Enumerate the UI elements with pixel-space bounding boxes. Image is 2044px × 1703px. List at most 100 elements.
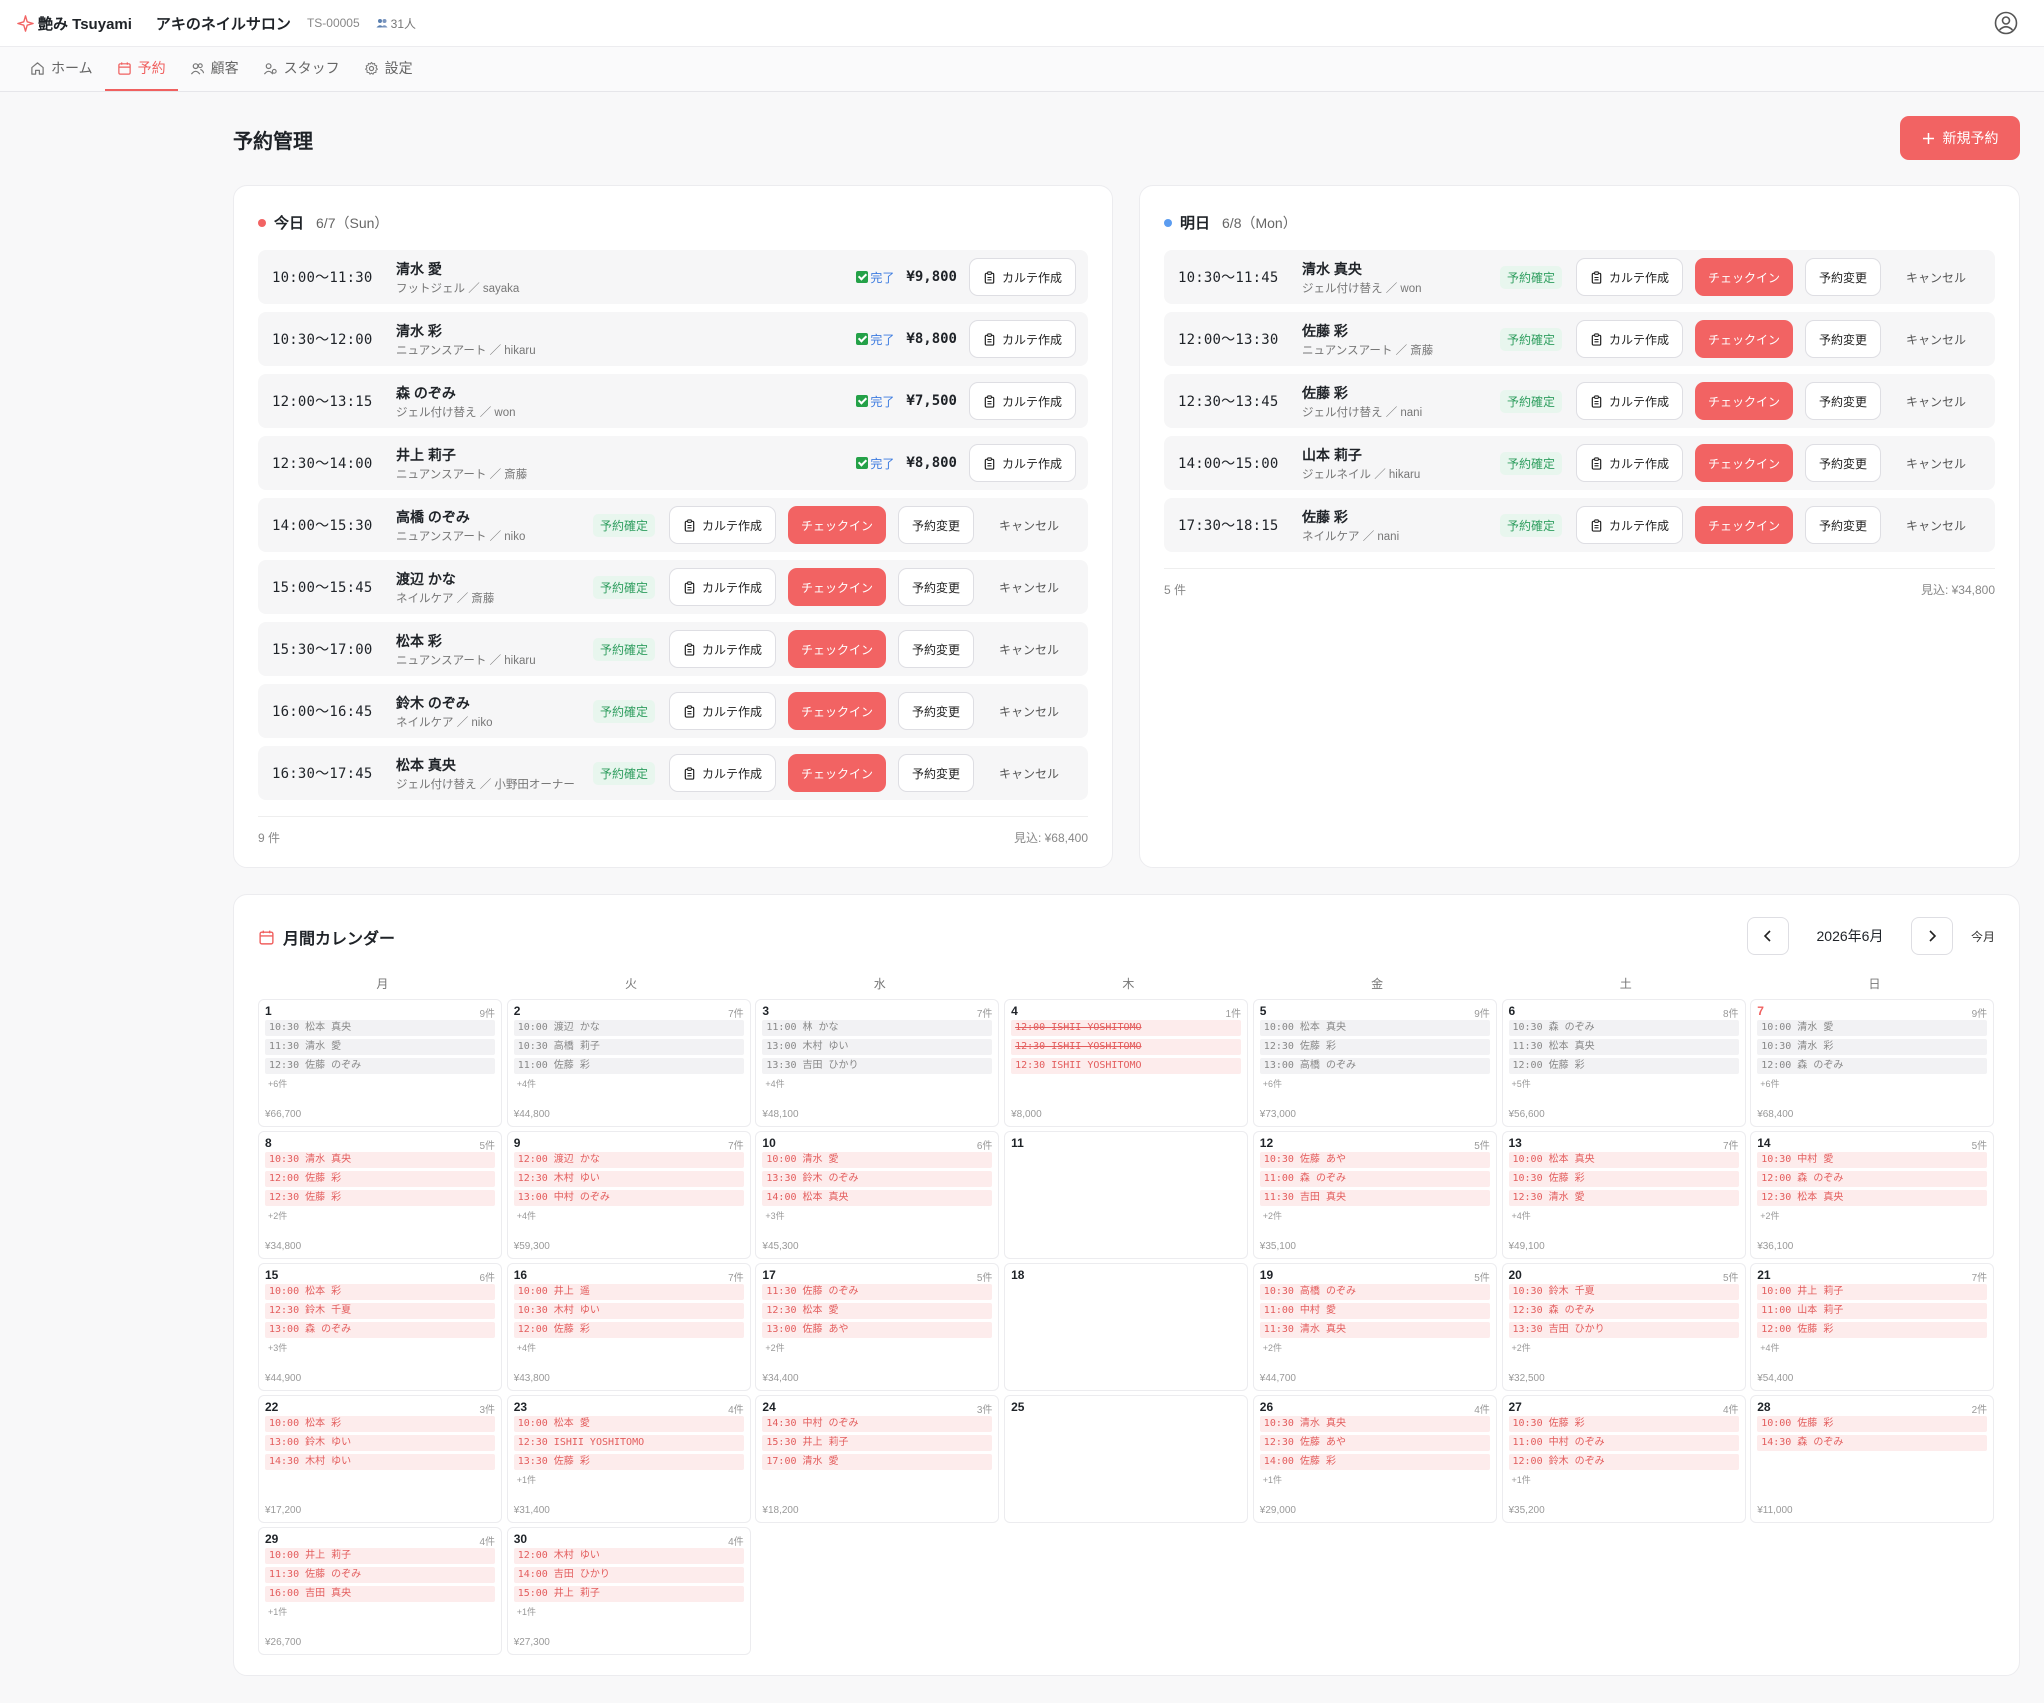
new-reservation-button[interactable]: 新規予約 — [1900, 116, 2020, 160]
cancel-reservation-button[interactable]: キャンセル — [982, 568, 1076, 606]
more-events[interactable]: +1件 — [1511, 1475, 1531, 1485]
calendar-event[interactable]: 12:30 木村 ゆい — [513, 1171, 744, 1187]
tab-staff[interactable]: スタッフ — [251, 47, 352, 91]
calendar-day[interactable]: 23 4件 10:00 松本 愛 12:30 ISHII YOSHITOMO 13:30… — [506, 1395, 751, 1523]
calendar-event[interactable]: 11:30 吉田 真央 — [1259, 1190, 1490, 1206]
calendar-event[interactable]: 12:30 松本 愛 — [762, 1303, 993, 1319]
calendar-event[interactable]: 13:00 木村 ゆい — [762, 1039, 993, 1055]
calendar-day[interactable]: 16 7件 10:00 井上 遥 10:30 木村 ゆい 12:00 佐藤 彩 +4件 ¥4… — [506, 1263, 751, 1391]
calendar-day[interactable]: 20 5件 10:30 鈴木 千夏 12:30 森 のぞみ 13:30 吉田 ひかり +2… — [1501, 1263, 1746, 1391]
calendar-day[interactable]: 27 4件 10:30 佐藤 彩 11:00 中村 のぞみ 12:00 鈴木 のぞみ +1… — [1501, 1395, 1746, 1523]
calendar-day[interactable]: 14 5件 10:30 中村 愛 12:00 森 のぞみ 12:30 松本 真央 +2件 ¥… — [1750, 1131, 1995, 1259]
calendar-event[interactable]: 13:00 森 のぞみ — [265, 1322, 495, 1338]
karte-button[interactable]: カルテ作成 — [968, 258, 1076, 296]
calendar-event[interactable]: 10:00 松本 愛 — [513, 1416, 744, 1432]
calendar-event[interactable]: 12:30 ISHII YOSHITOMO — [1011, 1058, 1242, 1074]
calendar-event[interactable]: 12:30 佐藤 彩 — [265, 1190, 495, 1206]
calendar-event[interactable]: 11:30 清水 真央 — [1259, 1322, 1490, 1338]
calendar-event[interactable]: 10:30 高橋 莉子 — [513, 1039, 744, 1055]
calendar-event[interactable]: 12:00 渡辺 かな — [513, 1152, 744, 1168]
karte-button[interactable]: カルテ作成 — [968, 320, 1076, 358]
calendar-event[interactable]: 12:00 佐藤 彩 — [1508, 1058, 1739, 1074]
calendar-event[interactable]: 11:00 佐藤 彩 — [513, 1058, 744, 1074]
calendar-event[interactable]: 12:30 森 のぞみ — [1508, 1303, 1739, 1319]
calendar-day[interactable]: 22 3件 10:00 松本 彩 13:00 鈴木 ゆい 14:30 木村 ゆい ¥17,… — [258, 1395, 502, 1523]
calendar-event[interactable]: 13:00 佐藤 あや — [762, 1322, 993, 1338]
calendar-day[interactable]: 7 9件 10:00 清水 愛 10:30 清水 彩 12:00 森 のぞみ +6件 ¥68… — [1750, 999, 1995, 1127]
more-events[interactable]: +4件 — [1760, 1343, 1780, 1353]
calendar-event[interactable]: 13:30 鈴木 のぞみ — [762, 1171, 993, 1187]
calendar-event[interactable]: 14:30 木村 ゆい — [265, 1454, 495, 1470]
calendar-event[interactable]: 11:30 佐藤 のぞみ — [762, 1284, 993, 1300]
change-reservation-button[interactable]: 予約変更 — [1804, 320, 1881, 358]
calendar-event[interactable]: 12:30 佐藤 彩 — [1259, 1039, 1490, 1055]
calendar-event[interactable]: 12:00 佐藤 彩 — [513, 1322, 744, 1338]
calendar-event[interactable]: 10:30 清水 彩 — [1757, 1039, 1988, 1055]
more-events[interactable]: +3件 — [765, 1211, 785, 1221]
calendar-event[interactable]: 11:00 中村 愛 — [1259, 1303, 1490, 1319]
calendar-event[interactable]: 11:30 佐藤 のぞみ — [265, 1567, 495, 1583]
account-icon[interactable] — [1994, 11, 2018, 35]
calendar-event[interactable]: 12:30 佐藤 あや — [1259, 1435, 1490, 1451]
calendar-day[interactable]: 15 6件 10:00 松本 彩 12:30 鈴木 千夏 13:00 森 のぞみ +3件 ¥… — [258, 1263, 502, 1391]
karte-button[interactable]: カルテ作成 — [1575, 320, 1683, 358]
tab-home[interactable]: ホーム — [18, 47, 105, 91]
calendar-event[interactable]: 14:00 佐藤 彩 — [1259, 1454, 1490, 1470]
more-events[interactable]: +2件 — [1511, 1343, 1531, 1353]
more-events[interactable]: +2件 — [765, 1343, 785, 1353]
calendar-day[interactable]: 11 — [1004, 1131, 1249, 1259]
checkin-button[interactable]: チェックイン — [1694, 258, 1793, 296]
calendar-day[interactable]: 2 7件 10:00 渡辺 かな 10:30 高橋 莉子 11:00 佐藤 彩 +4件 ¥4… — [506, 999, 751, 1127]
more-events[interactable]: +6件 — [1262, 1079, 1283, 1089]
change-reservation-button[interactable]: 予約変更 — [1804, 444, 1881, 482]
reservation-row[interactable]: 12:00〜13:30 佐藤 彩ニュアンスアート ／ 斎藤 予約確定 カルテ作成 チェッ… — [1164, 312, 1995, 366]
calendar-event[interactable]: 12:30 佐藤 のぞみ — [265, 1058, 495, 1074]
more-events[interactable]: +5件 — [1511, 1079, 1531, 1089]
reservation-row[interactable]: 10:00〜11:30 清水 愛フットジェル ／ sayaka 完了 ¥9,800 カル… — [258, 250, 1088, 304]
reservation-row[interactable]: 15:30〜17:00 松本 彩ニュアンスアート ／ hikaru 予約確定 カルテ作… — [258, 622, 1088, 676]
calendar-event[interactable]: 13:30 吉田 ひかり — [762, 1058, 993, 1074]
more-events[interactable]: +2件 — [1262, 1343, 1283, 1353]
more-events[interactable]: +2件 — [268, 1211, 288, 1221]
brand-logo[interactable]: 艶み Tsuyami — [17, 13, 132, 34]
calendar-day[interactable]: 26 4件 10:30 清水 真央 12:30 佐藤 あや 14:00 佐藤 彩 +1件 ¥… — [1252, 1395, 1497, 1523]
calendar-day[interactable]: 17 5件 11:30 佐藤 のぞみ 12:30 松本 愛 13:00 佐藤 あや +2件… — [755, 1263, 1000, 1391]
calendar-day[interactable]: 1 9件 10:30 松本 真央 11:30 清水 愛 12:30 佐藤 のぞみ +6件 ¥… — [258, 999, 502, 1127]
calendar-day[interactable]: 12 5件 10:30 佐藤 あや 11:00 森 のぞみ 11:30 吉田 真央 +2件… — [1252, 1131, 1497, 1259]
calendar-event[interactable]: 12:00 鈴木 のぞみ — [1508, 1454, 1739, 1470]
karte-button[interactable]: カルテ作成 — [668, 630, 776, 668]
cancel-reservation-button[interactable]: キャンセル — [1889, 382, 1983, 420]
calendar-event[interactable]: 10:00 清水 愛 — [1757, 1020, 1988, 1036]
next-month-button[interactable] — [1910, 917, 1953, 955]
checkin-button[interactable]: チェックイン — [1694, 444, 1793, 482]
change-reservation-button[interactable]: 予約変更 — [1804, 258, 1881, 296]
tab-settings[interactable]: 設定 — [352, 47, 425, 91]
calendar-event[interactable]: 12:00 佐藤 彩 — [265, 1171, 495, 1187]
calendar-day[interactable]: 18 — [1004, 1263, 1249, 1391]
reservation-row[interactable]: 15:00〜15:45 渡辺 かな ネイルケア ／ 斎藤 予約確定 カルテ作成 チェックイ… — [258, 560, 1088, 614]
checkin-button[interactable]: チェックイン — [787, 630, 886, 668]
calendar-event[interactable]: 13:30 吉田 ひかり — [1508, 1322, 1739, 1338]
calendar-event[interactable]: 10:00 井上 遥 — [513, 1284, 744, 1300]
calendar-event[interactable]: 10:00 松本 真央 — [1259, 1020, 1490, 1036]
cancel-reservation-button[interactable]: キャンセル — [1889, 506, 1983, 544]
change-reservation-button[interactable]: 予約変更 — [897, 568, 974, 606]
more-events[interactable]: +4件 — [516, 1343, 536, 1353]
calendar-event[interactable]: 10:00 清水 愛 — [762, 1152, 993, 1168]
calendar-event[interactable]: 10:30 森 のぞみ — [1508, 1020, 1739, 1036]
calendar-event[interactable]: 12:30 ISHII YOSHITOMO — [1011, 1039, 1242, 1055]
change-reservation-button[interactable]: 予約変更 — [897, 692, 974, 730]
calendar-day[interactable]: 9 7件 12:00 渡辺 かな 12:30 木村 ゆい 13:00 中村 のぞみ +4件… — [506, 1131, 751, 1259]
calendar-event[interactable]: 11:00 森 のぞみ — [1259, 1171, 1490, 1187]
calendar-event[interactable]: 13:00 中村 のぞみ — [513, 1190, 744, 1206]
change-reservation-button[interactable]: 予約変更 — [1804, 506, 1881, 544]
calendar-day[interactable]: 24 3件 14:30 中村 のぞみ 15:30 井上 莉子 17:00 清水 愛 ¥18… — [755, 1395, 1000, 1523]
calendar-event[interactable]: 10:30 木村 ゆい — [513, 1303, 744, 1319]
calendar-event[interactable]: 13:00 高橋 のぞみ — [1259, 1058, 1490, 1074]
more-events[interactable]: +2件 — [1760, 1211, 1780, 1221]
reservation-row[interactable]: 17:30〜18:15 佐藤 彩ネイルケア ／ nani 予約確定 カルテ作成 チェック… — [1164, 498, 1995, 552]
reservation-row[interactable]: 12:30〜13:45 佐藤 彩ジェル付け替え ／ nani 予約確定 カルテ作成 チェ… — [1164, 374, 1995, 428]
calendar-event[interactable]: 10:30 鈴木 千夏 — [1508, 1284, 1739, 1300]
checkin-button[interactable]: チェックイン — [1694, 382, 1793, 420]
change-reservation-button[interactable]: 予約変更 — [1804, 382, 1881, 420]
